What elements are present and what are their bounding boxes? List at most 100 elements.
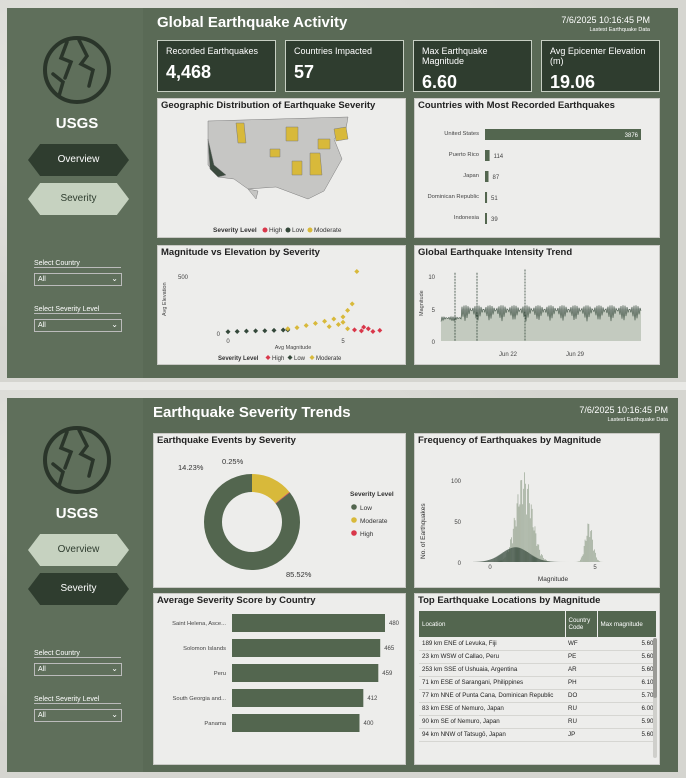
map-legend-high: High (269, 227, 283, 234)
x-tick-label: 0 (226, 339, 230, 345)
hist-bar (579, 561, 580, 562)
scatter-point (370, 328, 376, 334)
hist-bar (517, 494, 519, 562)
cell-country-code: PE (565, 650, 597, 664)
country-filter-select[interactable]: All ⌄ (34, 663, 122, 676)
bar-category-label: Indonesia (454, 215, 480, 221)
bar (232, 614, 385, 632)
hist-bar (581, 555, 583, 562)
hist-bar (504, 551, 506, 562)
hist-bar (583, 545, 585, 562)
kpi-recorded-earthquakes: Recorded Earthquakes 4,468 (157, 40, 276, 92)
hist-bar (512, 547, 514, 562)
frequency-histogram[interactable]: 0 50 100 No. of Earthquakes 0 5 Magnitude (415, 434, 660, 588)
hist-bar (509, 548, 510, 562)
score-card: Average Severity Score by Country Saint … (153, 593, 406, 765)
cell-max-magnitude: 6.10 (597, 676, 657, 690)
frequency-card: Frequency of Earthquakes by Magnitude 0 5… (414, 433, 660, 588)
hist-bar (531, 508, 533, 562)
cell-location: 71 km ESE of Sarangani, Philippines (419, 676, 565, 690)
table-row[interactable]: 77 km NNE of Punta Cana, Dominican Repub… (419, 689, 657, 703)
donut-card: Earthquake Events by Severity 14.23% 0.25… (153, 433, 406, 588)
hist-bar (542, 555, 543, 562)
legend-dot (351, 530, 357, 536)
table-row[interactable]: 23 km WSW of Callao, Peru PE 5.60 (419, 650, 657, 664)
scrollbar-thumb[interactable] (653, 638, 657, 698)
scatter-point (225, 329, 231, 335)
datetime-block: 7/6/2025 10:16:45 PM Lastest Earthquake … (561, 15, 650, 33)
chevron-down-icon: ⌄ (111, 710, 118, 719)
overview-button[interactable]: Overview (28, 144, 129, 176)
country-filter-select[interactable]: All ⌄ (34, 273, 122, 286)
table-scrollbar[interactable] (653, 638, 657, 758)
legend-label: High (360, 531, 374, 538)
datetime: 7/6/2025 10:16:45 PM (561, 15, 650, 25)
locations-table-card: Top Earthquake Locations by Magnitude Lo… (414, 593, 660, 765)
severity-button[interactable]: Severity (28, 183, 129, 215)
hist-bar (510, 548, 511, 562)
table-row[interactable]: 90 km SE of Nemuro, Japan RU 5.90 (419, 715, 657, 729)
hist-bar (485, 560, 487, 562)
hist-bar (540, 559, 541, 562)
map-legend-moderate: Moderate (314, 227, 342, 234)
countries-bar-chart[interactable]: United States 3876 Puerto Rico 114 Japan 87 Do… (415, 99, 660, 238)
hist-bar (527, 488, 528, 562)
cell-max-magnitude: 6.00 (597, 702, 657, 716)
map-card: Geographic Distribution of Earthquake Se… (157, 98, 406, 238)
overview-button[interactable]: Overview (28, 534, 129, 566)
hist-bar (527, 552, 528, 562)
scatter-chart[interactable]: 0 500 0 5 Avg Magnitude Avg Elevation Severity… (158, 246, 406, 365)
hist-bar (523, 549, 524, 562)
cell-country-code: DO (565, 689, 597, 703)
table-row[interactable]: 94 km NNW of Tatsugō, Japan JP 5.60 (419, 728, 657, 742)
col-max-magnitude[interactable]: Max magnitude (597, 611, 657, 637)
trend-line-chart[interactable]: 0 5 10 Magnitude Jun 22 Jun 29 (415, 246, 660, 365)
cell-max-magnitude: 5.60 (597, 728, 657, 742)
bar (232, 714, 360, 732)
severity-filter-select[interactable]: All ⌄ (34, 709, 122, 722)
severity-button[interactable]: Severity (28, 573, 129, 605)
x-tick-label: 5 (341, 339, 345, 345)
y-tick-label: 0 (458, 561, 462, 567)
scatter-point (243, 328, 249, 334)
sidebar: USGS Overview Severity Select Country Al… (7, 8, 147, 378)
bar (232, 664, 379, 682)
hist-bar (585, 540, 587, 562)
scatter-point (340, 314, 346, 320)
hist-bar (543, 560, 544, 562)
country-filter-label: Select Country (34, 650, 121, 658)
kpi-avg-elevation: Avg Epicenter Elevation (m) 19.06 (541, 40, 660, 92)
earth-cracked-icon (43, 426, 111, 494)
y-axis-label: No. of Earthquakes (420, 503, 427, 559)
hist-bar (480, 561, 482, 562)
scatter-point (340, 319, 346, 325)
table-row[interactable]: 71 km ESE of Sarangani, Philippines PH 6.1… (419, 676, 657, 690)
y-tick-label: 5 (432, 308, 436, 314)
legend-moderate-dot (307, 227, 313, 233)
donut-slice (252, 474, 290, 504)
page-title: Global Earthquake Activity (157, 14, 348, 31)
hist-bar (511, 547, 513, 562)
table-row[interactable]: 253 km SSE of Ushuaia, Argentina AR 5.60 (419, 663, 657, 677)
severity-donut-chart[interactable]: 14.23% 0.25% 85.52% Severity Level Low Modera… (154, 434, 406, 588)
hist-bar (593, 550, 594, 562)
earth-cracked-icon (43, 36, 111, 104)
bar-value-label: 465 (384, 646, 395, 652)
severity-filter-select[interactable]: All ⌄ (34, 319, 122, 332)
hist-bar (542, 560, 543, 562)
table-row[interactable]: 83 km ESE of Nemuro, Japan RU 6.00 (419, 702, 657, 716)
legend-label: Moderate (360, 518, 388, 525)
cell-max-magnitude: 5.70 (597, 689, 657, 703)
cell-location: 23 km WSW of Callao, Peru (419, 650, 565, 664)
hist-bar (526, 551, 527, 562)
y-tick-label: 0 (432, 340, 436, 346)
datetime-block: 7/6/2025 10:16:45 PM Lastest Earthquake … (579, 405, 668, 423)
hist-bar (487, 560, 489, 562)
hist-bar (520, 480, 522, 562)
us-severity-map[interactable]: Severity Level High Low Moderate (158, 99, 406, 238)
severity-score-bar-chart[interactable]: Saint Helena, Asce... 480 Solomon Islands 4… (154, 594, 406, 765)
table-row[interactable]: 189 km ENE of Levuka, Fiji WF 5.60 (419, 637, 657, 651)
col-location[interactable]: Location (419, 611, 566, 637)
col-country-code[interactable]: Country Code (565, 611, 598, 637)
hist-bar (518, 506, 520, 562)
